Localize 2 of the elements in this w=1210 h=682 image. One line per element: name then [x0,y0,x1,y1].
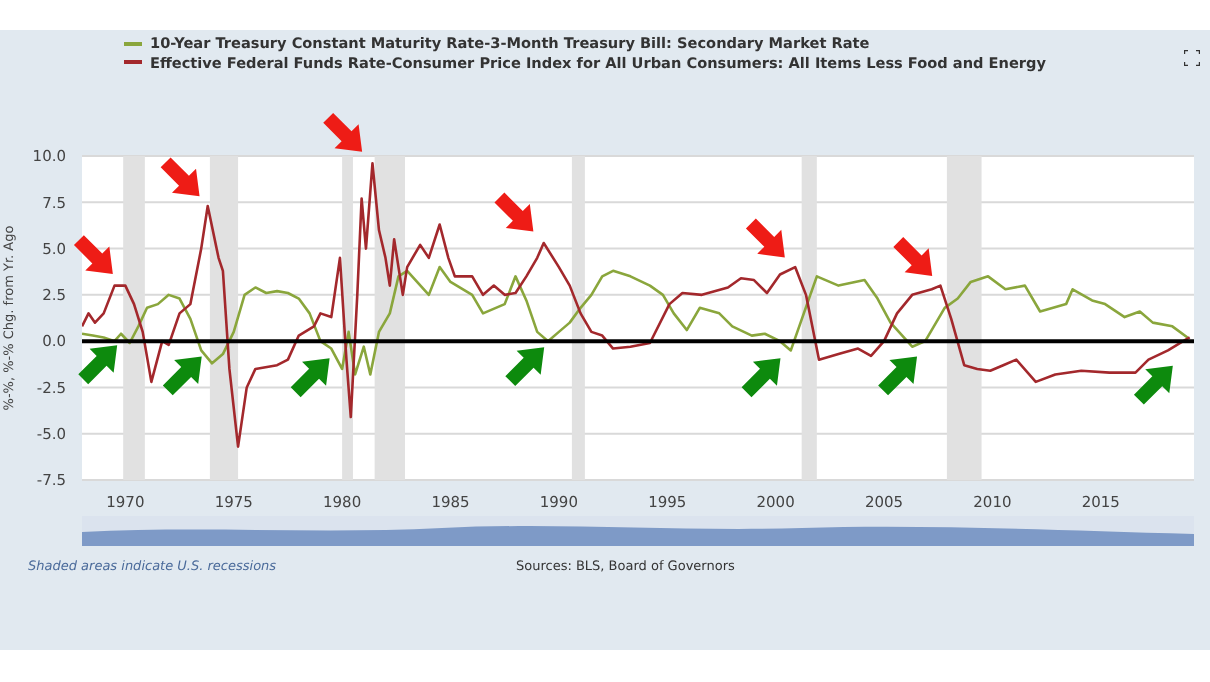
line-series [82,162,1191,448]
line-series [82,265,1189,376]
